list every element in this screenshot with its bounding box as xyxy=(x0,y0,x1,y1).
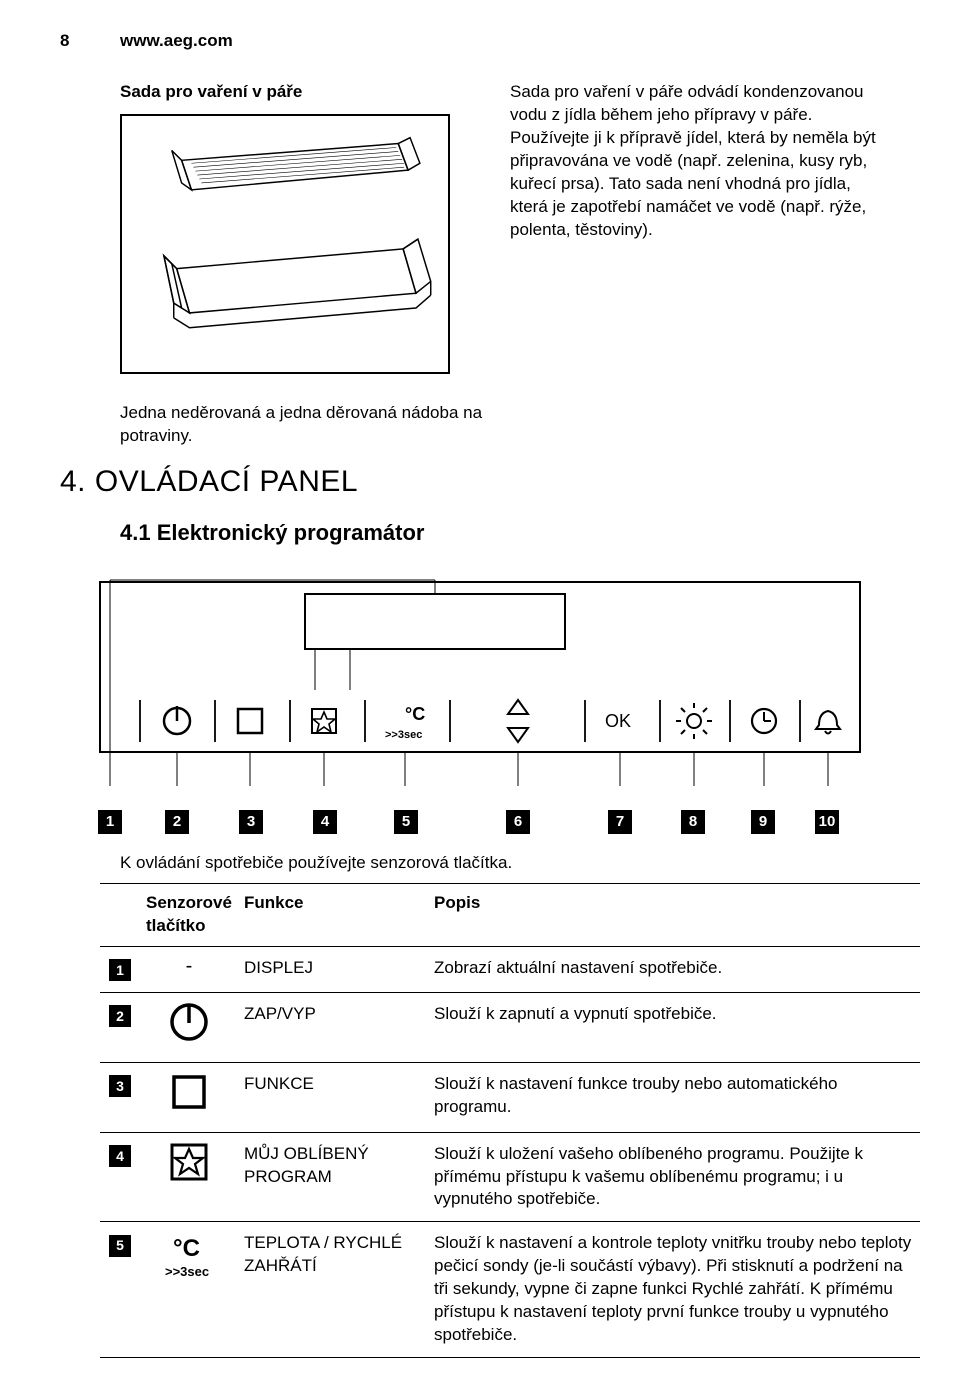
row-desc: Slouží k uložení vašeho oblíbeného progr… xyxy=(428,1132,920,1222)
th-sensor: Senzorové tlačítko xyxy=(140,883,238,946)
panel-num: 9 xyxy=(751,810,775,834)
steam-set-description: Sada pro vaření v páře odvádí kondenzova… xyxy=(510,81,890,374)
header-url: www.aeg.com xyxy=(80,30,890,53)
svg-text:°C: °C xyxy=(405,704,425,724)
steam-set-title: Sada pro vaření v páře xyxy=(120,81,480,104)
steam-set-block: Sada pro vaření v páře xyxy=(120,81,890,374)
table-row: 3 FUNKCE Slouží k nastavení funkce troub… xyxy=(100,1062,920,1132)
row-desc: Slouží k zapnutí a vypnutí spotřebiče. xyxy=(428,992,920,1062)
th-desc: Popis xyxy=(428,883,920,946)
panel-num: 7 xyxy=(608,810,632,834)
row-func: ZAP/VYP xyxy=(238,992,428,1062)
page-number: 8 xyxy=(60,30,80,53)
subsection-heading: 4.1 Elektronický programátor xyxy=(120,518,890,548)
sensor-table: Senzorové tlačítko Funkce Popis 1 - DISP… xyxy=(100,883,920,1358)
row-desc: Zobrazí aktuální nastavení spotřebiče. xyxy=(428,946,920,992)
row-num: 2 xyxy=(109,1005,131,1027)
panel-number-row: 1 2 3 4 5 6 7 8 9 10 xyxy=(80,810,880,834)
row-desc: Slouží k nastavení a kontrole teploty vn… xyxy=(428,1222,920,1358)
row-func: MŮJ OBLÍBENÝ PROGRAM xyxy=(238,1132,428,1222)
ok-label: OK xyxy=(605,711,631,731)
control-panel-illustration: °C >>3sec OK xyxy=(80,572,880,802)
panel-num: 2 xyxy=(165,810,189,834)
row-num: 4 xyxy=(109,1145,131,1167)
panel-num: 8 xyxy=(681,810,705,834)
table-row: 4 MŮJ OBLÍBENÝ PROGRAM Slouží k uložení … xyxy=(100,1132,920,1222)
row-num: 1 xyxy=(109,959,131,981)
panel-num: 6 xyxy=(506,810,530,834)
svg-text:>>3sec: >>3sec xyxy=(165,1264,209,1279)
power-icon xyxy=(166,999,212,1045)
steam-set-left: Sada pro vaření v páře xyxy=(120,81,480,374)
square-icon xyxy=(166,1069,212,1115)
star-icon xyxy=(166,1139,212,1185)
panel-num: 5 xyxy=(394,810,418,834)
row-func: TEPLOTA / RYCHLÉ ZAHŘÁTÍ xyxy=(238,1222,428,1358)
tray-illustration xyxy=(120,114,450,374)
dash-icon: - xyxy=(186,955,193,977)
row-func: FUNKCE xyxy=(238,1062,428,1132)
row-num: 5 xyxy=(109,1235,131,1257)
row-func: DISPLEJ xyxy=(238,946,428,992)
svg-text:°C: °C xyxy=(173,1235,200,1262)
panel-num: 10 xyxy=(815,810,839,834)
th-func: Funkce xyxy=(238,883,428,946)
panel-num: 4 xyxy=(313,810,337,834)
row-desc: Slouží k nastavení funkce trouby nebo au… xyxy=(428,1062,920,1132)
section-heading: 4. OVLÁDACÍ PANEL xyxy=(60,462,890,503)
page-header: 8 www.aeg.com xyxy=(60,30,890,53)
table-row: 5 °C >>3sec TEPLOTA / RYCHLÉ ZAHŘÁTÍ Slo… xyxy=(100,1222,920,1358)
temp-icon: °C >>3sec xyxy=(161,1228,217,1284)
table-intro: K ovládání spotřebiče používejte senzoro… xyxy=(120,852,890,875)
steam-set-caption: Jedna neděrovaná a jedna děrovaná nádoba… xyxy=(120,402,500,448)
panel-num: 1 xyxy=(98,810,122,834)
panel-num: 3 xyxy=(239,810,263,834)
row-num: 3 xyxy=(109,1075,131,1097)
table-row: 2 ZAP/VYP Slouží k zapnutí a vypnutí spo… xyxy=(100,992,920,1062)
table-row: 1 - DISPLEJ Zobrazí aktuální nastavení s… xyxy=(100,946,920,992)
svg-text:>>3sec: >>3sec xyxy=(385,729,422,741)
